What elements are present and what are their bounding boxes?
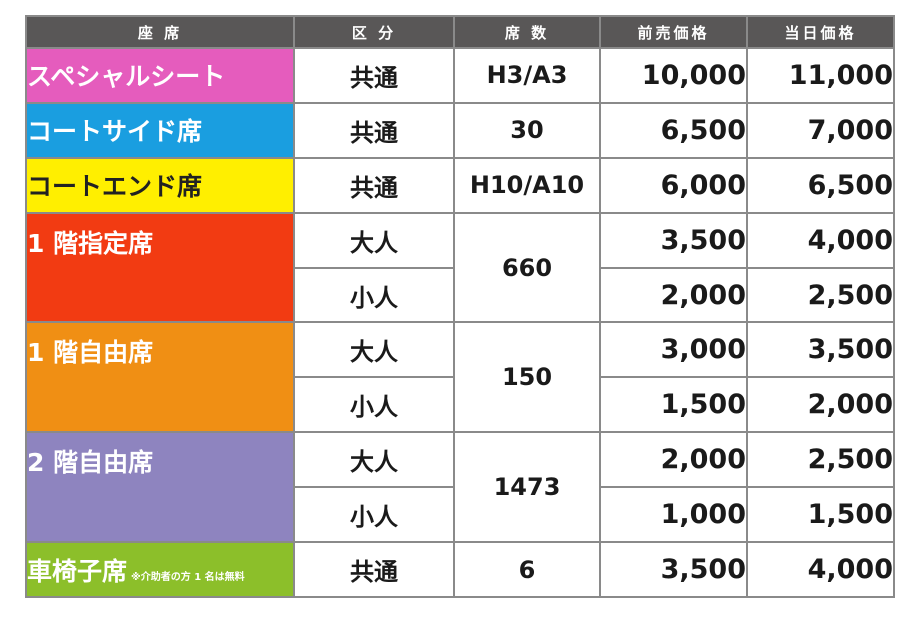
advance-price: 6,500: [599, 101, 748, 159]
seat-name: スペシャルシート: [25, 47, 295, 104]
seat-count: 660: [453, 211, 601, 324]
table-row: 小人 1,500 2,000: [26, 376, 895, 434]
advance-price: 2,000: [599, 266, 748, 324]
advance-price: 2,000: [599, 431, 748, 489]
same-day-price: 7,000: [746, 101, 895, 159]
table-row: 小人 1,000 1,500: [26, 486, 895, 544]
table-row: 小人 2,000 2,500: [26, 266, 895, 324]
division: 大人: [293, 211, 455, 269]
table-row: 1 階指定席 大人 660 3,500 4,000: [25, 211, 895, 324]
seat-name: 1 階自由席: [25, 321, 295, 434]
table-row: コートエンド席 共通 H10/A10 6,000 6,500: [25, 156, 895, 214]
same-day-price: 6,500: [746, 156, 895, 214]
division: 大人: [293, 321, 455, 379]
companion-note: ※介助者の方 1 名は無料: [131, 571, 245, 583]
header-same-day-price: 当日価格: [746, 15, 895, 49]
seat-count: 30: [453, 101, 601, 159]
division: 共通: [293, 47, 455, 104]
advance-price: 3,500: [599, 211, 748, 269]
header-row: 座 席 区 分 席 数 前売価格 当日価格: [25, 15, 895, 49]
same-day-price: 4,000: [746, 211, 895, 269]
seat-count: H10/A10: [453, 156, 601, 214]
header-seat: 座 席: [25, 15, 295, 49]
same-day-price: 2,500: [746, 266, 895, 324]
table-row: 2 階自由席 大人 1473 2,000 2,500: [25, 431, 895, 544]
division: 共通: [293, 541, 455, 598]
same-day-price: 1,500: [746, 486, 895, 544]
advance-price: 1,500: [599, 376, 748, 434]
header-advance-price: 前売価格: [599, 15, 748, 49]
same-day-price: 2,000: [746, 376, 895, 434]
header-seat-count: 席 数: [453, 15, 601, 49]
division: 小人: [293, 376, 455, 434]
division: 小人: [293, 266, 455, 324]
advance-price: 1,000: [599, 486, 748, 544]
table-row: 車椅子席 ※介助者の方 1 名は無料 共通 6 3,500 4,000: [25, 541, 895, 598]
advance-price: 3,000: [599, 321, 748, 379]
table-row: スペシャルシート 共通 H3/A3 10,000 11,000: [25, 47, 895, 104]
division: 共通: [293, 156, 455, 214]
division: 共通: [293, 101, 455, 159]
seat-name-wheelchair: 車椅子席 ※介助者の方 1 名は無料: [25, 541, 295, 598]
seat-name: 1 階指定席: [25, 211, 295, 324]
advance-price: 3,500: [599, 541, 748, 598]
advance-price: 6,000: [599, 156, 748, 214]
division: 大人: [293, 431, 455, 489]
seat-count: 1473: [453, 431, 601, 544]
ticket-price-table: 座 席 区 分 席 数 前売価格 当日価格 スペシャルシート 共通 H3/A3 …: [25, 15, 895, 598]
seat-count: 6: [453, 541, 601, 598]
seat-name: コートエンド席: [25, 156, 295, 214]
same-day-price: 4,000: [746, 541, 895, 598]
same-day-price: 3,500: [746, 321, 895, 379]
seat-count: 150: [453, 321, 601, 434]
header-division: 区 分: [293, 15, 455, 49]
table-row: コートサイド席 共通 30 6,500 7,000: [25, 101, 895, 159]
seat-count: H3/A3: [453, 47, 601, 104]
table-row: 1 階自由席 大人 150 3,000 3,500: [25, 321, 895, 434]
seat-name: コートサイド席: [25, 101, 295, 159]
seat-name: 2 階自由席: [25, 431, 295, 544]
division: 小人: [293, 486, 455, 544]
advance-price: 10,000: [599, 47, 748, 104]
same-day-price: 11,000: [746, 47, 895, 104]
same-day-price: 2,500: [746, 431, 895, 489]
seat-name-label: 車椅子席: [27, 556, 128, 586]
